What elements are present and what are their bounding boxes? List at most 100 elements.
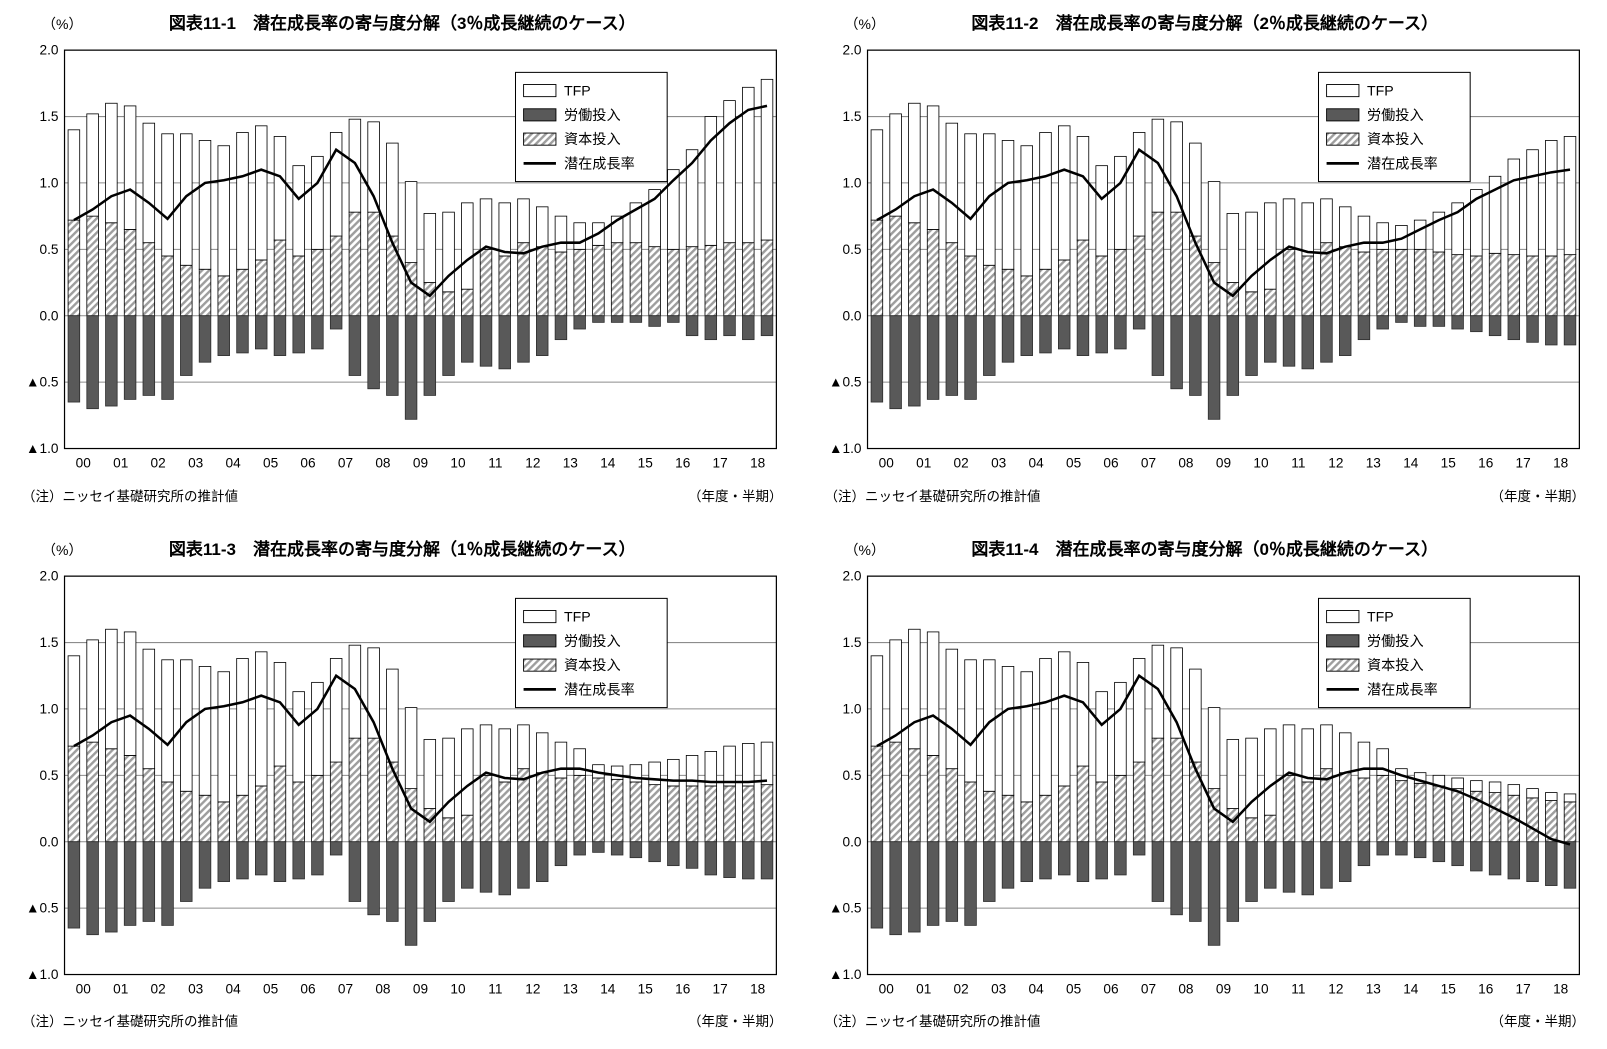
x-tick-label: 14 [600, 981, 616, 996]
labor-bar [311, 840, 324, 875]
x-tick-label: 17 [713, 456, 728, 471]
labor-bar [592, 315, 605, 323]
tfp-bar [1525, 149, 1539, 257]
labor-bar [610, 315, 624, 323]
panel-footer: （注）ニッセイ基礎研究所の推計値 （年度・半期） [821, 1008, 1590, 1030]
plot-frame [866, 49, 1580, 450]
y-tick-label: 2.0 [842, 568, 861, 583]
tfp-bar [723, 100, 736, 244]
capital-bar [217, 800, 230, 842]
capital-bar [1020, 275, 1033, 317]
labor-bar [554, 840, 568, 866]
labor-bar [367, 315, 380, 390]
capital-bar [1226, 807, 1239, 842]
tfp-bar [498, 202, 511, 257]
labor-bar [573, 840, 586, 855]
labor-bar [1413, 315, 1426, 327]
capital-bar [423, 807, 437, 842]
labor-bar [498, 840, 511, 895]
tfp-bar [685, 754, 699, 786]
labor-bar [536, 840, 549, 882]
legend-label: TFP [564, 608, 591, 624]
capital-bar [926, 229, 939, 317]
capital-bar [704, 785, 718, 842]
x-tick-label: 07 [1140, 981, 1155, 996]
potential-growth-line [73, 673, 768, 823]
bars [870, 628, 1576, 946]
x-tick-label: 04 [1028, 981, 1044, 996]
labor-bar [667, 315, 680, 323]
tfp-bar [1188, 142, 1202, 237]
bars [67, 78, 774, 420]
y-tick-label: 1.0 [39, 175, 58, 190]
tfp-bar [1001, 665, 1014, 796]
labor-bar [479, 315, 493, 367]
tfp-bar [348, 118, 362, 213]
labor-bar [161, 840, 174, 926]
tfp-bar [1544, 791, 1557, 801]
tfp-bar [888, 638, 902, 743]
tfp-bar [963, 133, 977, 257]
capital-bar [292, 255, 305, 317]
x-tick-label: 11 [1291, 456, 1305, 471]
chart-panel-fig11-4: （%） 図表11-4 潜在成長率の寄与度分解（0％成長継続のケース） 2.0 1.… [821, 536, 1590, 1040]
capital-bar [723, 242, 736, 317]
labor-bar [348, 315, 362, 376]
capital-bar [1038, 268, 1052, 317]
labor-bar [926, 840, 939, 926]
capital-bar [963, 781, 977, 842]
capital-bar [1076, 765, 1089, 842]
labor-bar [1301, 840, 1314, 895]
tfp-bar [386, 142, 399, 237]
tfp-bar [1450, 202, 1464, 256]
labor-bar [386, 840, 399, 922]
labor-bar [236, 315, 249, 354]
tfp-bar [1301, 202, 1314, 257]
capital-bar [386, 235, 399, 317]
labor-bar [1413, 840, 1426, 858]
x-axis-unit-label: （年度・半期） [1490, 488, 1586, 504]
tfp-bar [610, 215, 624, 244]
labor-bar [105, 840, 118, 932]
capital-bar [1188, 761, 1202, 842]
capital-bar [1076, 239, 1089, 317]
y-tick-label: ▲1.0 [26, 441, 59, 456]
labor-bar [180, 315, 193, 376]
x-tick-label: 16 [675, 981, 690, 996]
capital-bar [629, 781, 643, 842]
x-tick-label: 18 [750, 981, 765, 996]
panel-header: （%） 図表11-3 潜在成長率の寄与度分解（1％成長継続のケース） [18, 536, 787, 564]
y-tick-label: 0.0 [39, 834, 58, 849]
labor-bar [198, 840, 212, 889]
legend-label: 潜在成長率 [564, 681, 635, 697]
capital-bar [479, 248, 493, 317]
tfp-bar [180, 133, 193, 266]
tfp-bar [1094, 165, 1108, 257]
labor-bar [945, 315, 958, 396]
tfp-bar [1038, 657, 1052, 796]
y-tick-label: 0.5 [842, 767, 861, 782]
x-tick-label: 13 [1365, 456, 1380, 471]
capital-bar [142, 242, 156, 317]
legend-swatch [1325, 609, 1359, 623]
x-tick-label: 11 [488, 456, 502, 471]
labor-bar [648, 840, 661, 862]
tfp-bar [1057, 125, 1070, 261]
labor-bar [667, 840, 680, 866]
x-tick-label: 05 [263, 981, 279, 996]
tfp-bar [1507, 158, 1520, 256]
y-tick-label: 0.5 [39, 242, 58, 257]
tfp-bar [723, 745, 736, 786]
capital-bar [1357, 251, 1370, 317]
tfp-bar [292, 165, 305, 257]
labor-bar [1357, 840, 1370, 866]
tfp-bar [1525, 787, 1539, 798]
labor-bar [1432, 840, 1445, 862]
tfp-bar [311, 681, 324, 776]
capital-bar [461, 288, 474, 317]
x-tick-label: 16 [1478, 456, 1493, 471]
tfp-bar [1244, 737, 1258, 818]
x-tick-label: 12 [1328, 456, 1343, 471]
capital-bar [1113, 248, 1127, 317]
